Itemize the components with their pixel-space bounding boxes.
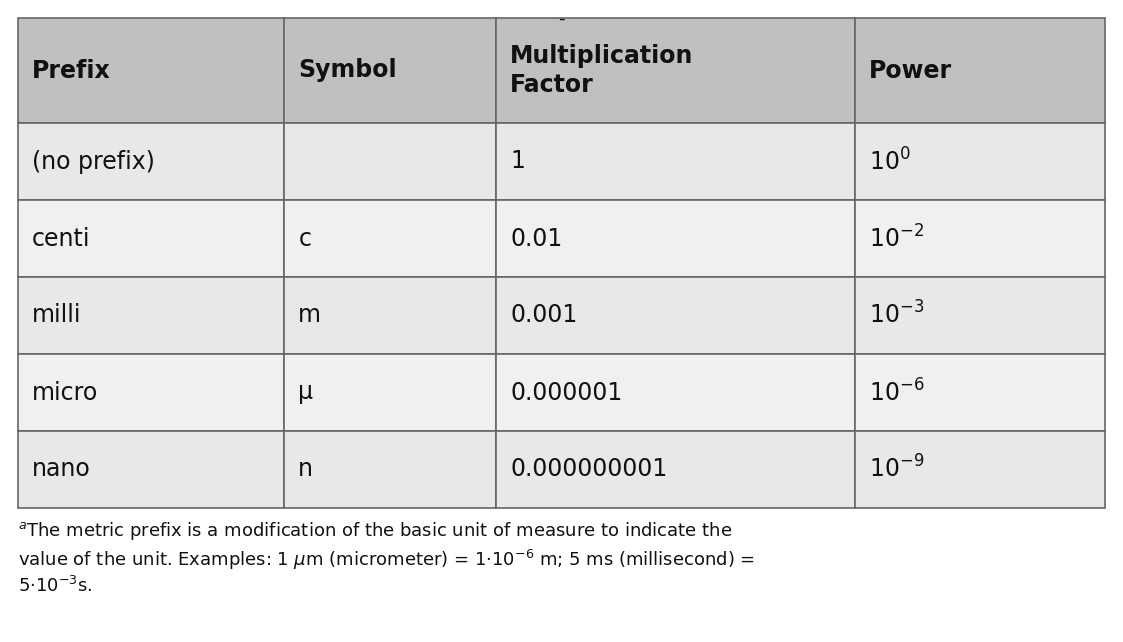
Bar: [855, 18, 1105, 123]
Bar: [18, 200, 284, 277]
Text: 5$\cdot$10$^{-3}$s.: 5$\cdot$10$^{-3}$s.: [18, 576, 92, 596]
Bar: [855, 123, 1105, 200]
Bar: [496, 18, 855, 123]
Text: Prefix: Prefix: [31, 58, 111, 83]
Text: 0.000000001: 0.000000001: [510, 458, 667, 482]
Text: nano: nano: [31, 458, 91, 482]
Text: 0.001: 0.001: [510, 304, 577, 327]
Text: μ: μ: [299, 381, 313, 404]
Bar: [18, 354, 284, 431]
Text: 1: 1: [510, 150, 526, 173]
Bar: [855, 200, 1105, 277]
Text: $10^{-9}$: $10^{-9}$: [869, 456, 924, 483]
Text: (no prefix): (no prefix): [31, 150, 155, 173]
Bar: [496, 354, 855, 431]
Text: $10^{0}$: $10^{0}$: [869, 148, 911, 175]
Text: m: m: [299, 304, 321, 327]
Bar: [284, 123, 496, 200]
Bar: [18, 431, 284, 508]
Bar: [855, 354, 1105, 431]
Text: Power: Power: [869, 58, 952, 83]
Text: milli: milli: [31, 304, 82, 327]
Text: Multiplication
Factor: Multiplication Factor: [510, 44, 694, 98]
Text: $10^{-6}$: $10^{-6}$: [869, 379, 924, 406]
Text: centi: centi: [31, 227, 91, 250]
Bar: [284, 18, 496, 123]
Text: micro: micro: [31, 381, 98, 404]
Text: $10^{-3}$: $10^{-3}$: [869, 302, 924, 329]
Bar: [284, 277, 496, 354]
Text: $^a$The metric prefix is a modification of the basic unit of measure to indicate: $^a$The metric prefix is a modification …: [18, 520, 732, 542]
Text: c: c: [299, 227, 311, 250]
Bar: [284, 200, 496, 277]
Bar: [18, 18, 284, 123]
Bar: [284, 354, 496, 431]
Text: value of the unit. Examples: 1 $\mu$m (micrometer) = 1$\cdot$10$^{-6}$ m; 5 ms (: value of the unit. Examples: 1 $\mu$m (m…: [18, 548, 755, 572]
Bar: [496, 200, 855, 277]
Text: Symbol: Symbol: [299, 58, 396, 83]
Bar: [496, 431, 855, 508]
Bar: [18, 277, 284, 354]
Text: 0.000001: 0.000001: [510, 381, 622, 404]
Bar: [18, 123, 284, 200]
Bar: [855, 431, 1105, 508]
Bar: [284, 431, 496, 508]
Text: n: n: [299, 458, 313, 482]
Bar: [496, 123, 855, 200]
Text: -: -: [558, 10, 565, 28]
Text: 0.01: 0.01: [510, 227, 563, 250]
Bar: [496, 277, 855, 354]
Text: $10^{-2}$: $10^{-2}$: [869, 225, 924, 252]
Bar: [855, 277, 1105, 354]
